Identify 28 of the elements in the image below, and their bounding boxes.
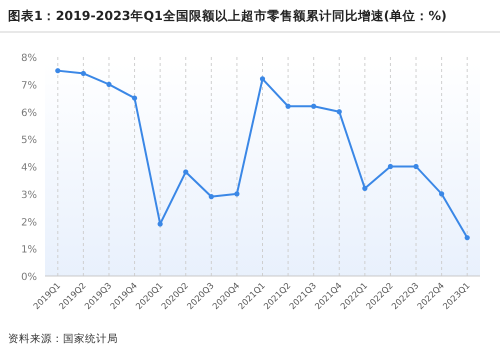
point: [234, 191, 240, 196]
y-tick-label: 4%: [21, 162, 37, 174]
point: [208, 194, 214, 200]
y-tick-label: 1%: [21, 244, 37, 256]
point: [285, 104, 291, 109]
chart-title: 图表1：2019-2023年Q1全国限额以上超市零售额累计同比增速(单位：%): [8, 8, 447, 23]
point: [132, 95, 138, 101]
point: [362, 186, 368, 191]
point: [388, 164, 394, 170]
point: [55, 68, 60, 74]
point: [80, 70, 86, 76]
point: [413, 164, 419, 170]
point: [439, 191, 444, 196]
y-tick-label: 6%: [21, 108, 37, 119]
y-tick-label: 5%: [21, 135, 37, 146]
text: 资料来源：国家统计局: [8, 332, 118, 345]
point: [464, 235, 470, 240]
point: [336, 109, 342, 114]
point: [260, 76, 266, 82]
point: [183, 169, 188, 175]
point: [311, 104, 316, 109]
point: [158, 221, 163, 227]
y-tick-label: 2%: [21, 217, 37, 228]
y-tick-label: 8%: [21, 53, 37, 64]
y-tick-label: 7%: [21, 80, 37, 92]
y-tick-label: 3%: [21, 190, 37, 201]
point: [106, 82, 112, 87]
y-tick-label: 0%: [21, 272, 37, 283]
